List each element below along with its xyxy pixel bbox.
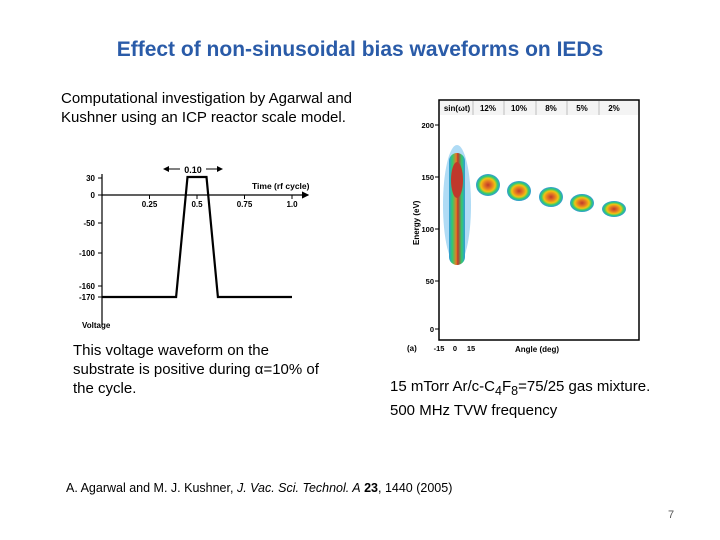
ied-panel-label: (a) — [407, 344, 417, 353]
ied-sin-distribution — [443, 145, 471, 265]
page-number: 7 — [668, 509, 675, 521]
voltage-waveform-figure: 30 0 -50 -100 -160 -170 0.25 0.5 0.75 1.0 0.10 T… — [79, 165, 310, 330]
ied-x-axis-label: Angle (deg) — [515, 345, 559, 354]
ied-x-tick-label: 15 — [467, 344, 475, 353]
ied-header-label: 8% — [545, 104, 557, 113]
pulse-width-annotation: 0.10 — [184, 165, 202, 175]
x-axis-label: Time (rf cycle) — [252, 181, 310, 191]
ied-2-distribution — [602, 201, 626, 217]
wf-y-tick-label: 30 — [86, 174, 95, 183]
ied-plot-frame — [438, 99, 640, 341]
wf-y-tick-label: -160 — [79, 282, 96, 291]
wf-y-tick-label: -50 — [83, 219, 95, 228]
ied-12-distribution — [476, 174, 500, 196]
ied-header-label: sin(ωt) — [444, 104, 471, 113]
ied-caption: 15 mTorr Ar/c-C4F8=75/25 gas mixture. 500… — [390, 378, 651, 419]
wf-y-tick-label: -170 — [79, 293, 96, 302]
ied-header-label: 5% — [576, 104, 588, 113]
wf-y-tick-label: -100 — [79, 249, 96, 258]
wf-y-tick-label: 0 — [91, 191, 96, 200]
slide-title: Effect of non-sinusoidal bias waveforms … — [116, 38, 604, 61]
ied-header-label: 10% — [511, 104, 527, 113]
ied-y-axis-label: Energy (eV) — [412, 200, 421, 245]
waveform-caption: This voltage waveform on the substrate i… — [73, 342, 319, 397]
citation: A. Agarwal and M. J. Kushner, J. Vac. Sc… — [66, 481, 453, 495]
wf-x-tick-label: 0.5 — [191, 200, 203, 209]
ied-y-tick-label: 200 — [421, 121, 434, 130]
ied-header-label: 12% — [480, 104, 496, 113]
intro-text: Computational investigation by Agarwal a… — [61, 90, 353, 126]
wf-x-tick-label: 0.75 — [237, 200, 253, 209]
wf-x-tick-label: 1.0 — [286, 200, 298, 209]
ied-x-tick-label: -15 — [434, 344, 445, 353]
y-axis-label: Voltage — [82, 321, 111, 330]
ied-y-tick-label: 100 — [421, 225, 434, 234]
ied-y-tick-label: 50 — [426, 277, 434, 286]
ied-10-distribution — [507, 181, 531, 201]
wf-x-tick-label: 0.25 — [142, 200, 158, 209]
alpha-symbol: α — [254, 361, 264, 378]
ied-x-tick-label: 0 — [453, 344, 457, 353]
ied-5-distribution — [570, 194, 594, 212]
ied-header-label: 2% — [608, 104, 620, 113]
ied-y-tick-label: 0 — [430, 325, 434, 334]
waveform-line — [102, 175, 292, 299]
ied-y-tick-label: 150 — [421, 173, 434, 182]
ied-8-distribution — [539, 187, 563, 207]
